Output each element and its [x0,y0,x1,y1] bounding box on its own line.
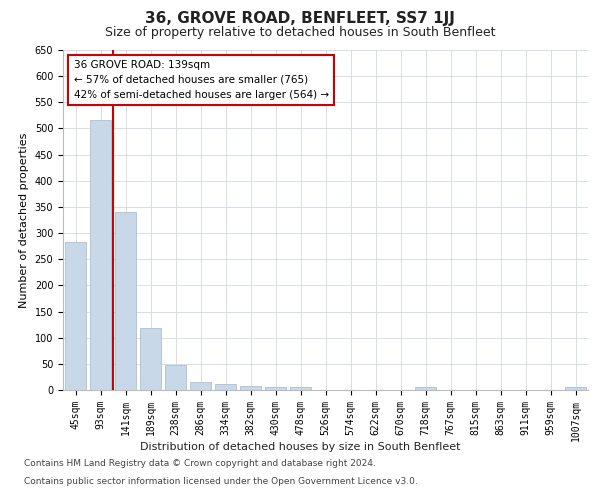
Text: Contains public sector information licensed under the Open Government Licence v3: Contains public sector information licen… [24,477,418,486]
Bar [290,388,311,390]
Bar [115,212,136,390]
Bar [165,366,186,390]
Text: Size of property relative to detached houses in South Benfleet: Size of property relative to detached ho… [105,26,495,39]
Text: Contains HM Land Registry data © Crown copyright and database right 2024.: Contains HM Land Registry data © Crown c… [24,458,376,468]
Text: 36, GROVE ROAD, BENFLEET, SS7 1JJ: 36, GROVE ROAD, BENFLEET, SS7 1JJ [145,12,455,26]
Bar [415,388,436,390]
Bar [65,242,86,390]
Text: 36 GROVE ROAD: 139sqm
← 57% of detached houses are smaller (765)
42% of semi-det: 36 GROVE ROAD: 139sqm ← 57% of detached … [74,60,329,100]
Text: Distribution of detached houses by size in South Benfleet: Distribution of detached houses by size … [140,442,460,452]
Bar [90,120,111,390]
Bar [140,328,161,390]
Bar [215,384,236,390]
Bar [565,388,586,390]
Bar [190,382,211,390]
Y-axis label: Number of detached properties: Number of detached properties [19,132,29,308]
Bar [240,386,261,390]
Bar [265,388,286,390]
